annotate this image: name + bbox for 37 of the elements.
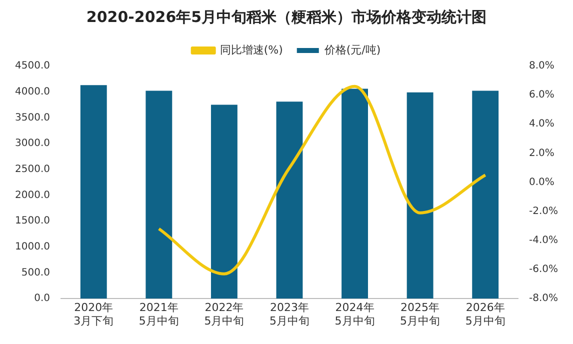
y2-tick-label: 2.0% xyxy=(528,148,554,159)
x-tick-label: 2022年 5月中旬 xyxy=(204,301,244,328)
legend-label: 价格(元/吨) xyxy=(323,43,381,56)
y2-tick-label: 8.0% xyxy=(528,60,554,72)
y2-tick-label: 0.0% xyxy=(528,176,554,188)
line-series xyxy=(157,84,487,276)
x-tick-label: 2020年 3月下旬 xyxy=(74,301,114,328)
bar xyxy=(276,102,303,299)
y2-tick-label: 6.0% xyxy=(528,90,554,101)
bar xyxy=(210,104,238,299)
y-tick-label: 500.0 xyxy=(21,267,50,278)
y-tick-label: 4500.0 xyxy=(14,60,50,72)
x-tick-label: 2023年 5月中旬 xyxy=(269,301,310,328)
x-tick-label: 2021年 5月中旬 xyxy=(138,301,179,328)
y2-tick-label: 4.0% xyxy=(528,118,554,130)
bar xyxy=(472,90,499,299)
y-tick-label: 3000.0 xyxy=(14,138,50,150)
y2-tick-label: -6.0% xyxy=(528,264,558,276)
y-tick-label: 2000.0 xyxy=(14,190,50,201)
y2-tick-label: -2.0% xyxy=(528,206,558,217)
bar xyxy=(342,88,368,299)
legend-label: 同比增速(%) xyxy=(220,43,283,56)
bar xyxy=(146,90,172,299)
y-tick-label: 2500.0 xyxy=(14,164,50,175)
y-tick-label: 1000.0 xyxy=(14,242,50,253)
bar xyxy=(406,92,434,299)
y-tick-label: 1500.0 xyxy=(14,216,50,227)
bar xyxy=(80,85,107,299)
y-tick-label: 4000.0 xyxy=(14,86,50,98)
x-tick-label: 2025年 5月中旬 xyxy=(400,301,440,328)
y2-tick-label: -4.0% xyxy=(528,235,558,246)
y2-tick-label: -8.0% xyxy=(528,293,558,304)
y-tick-label: 3500.0 xyxy=(14,112,50,124)
chart-title: 2020-2026年5月中旬稻米（粳稻米）市场价格变动统计图 xyxy=(85,8,488,27)
x-tick-label: 2026年 5月中旬 xyxy=(465,301,506,328)
y-tick-label: 0.0 xyxy=(34,293,50,304)
x-tick-label: 2024年 5月中旬 xyxy=(334,301,375,328)
